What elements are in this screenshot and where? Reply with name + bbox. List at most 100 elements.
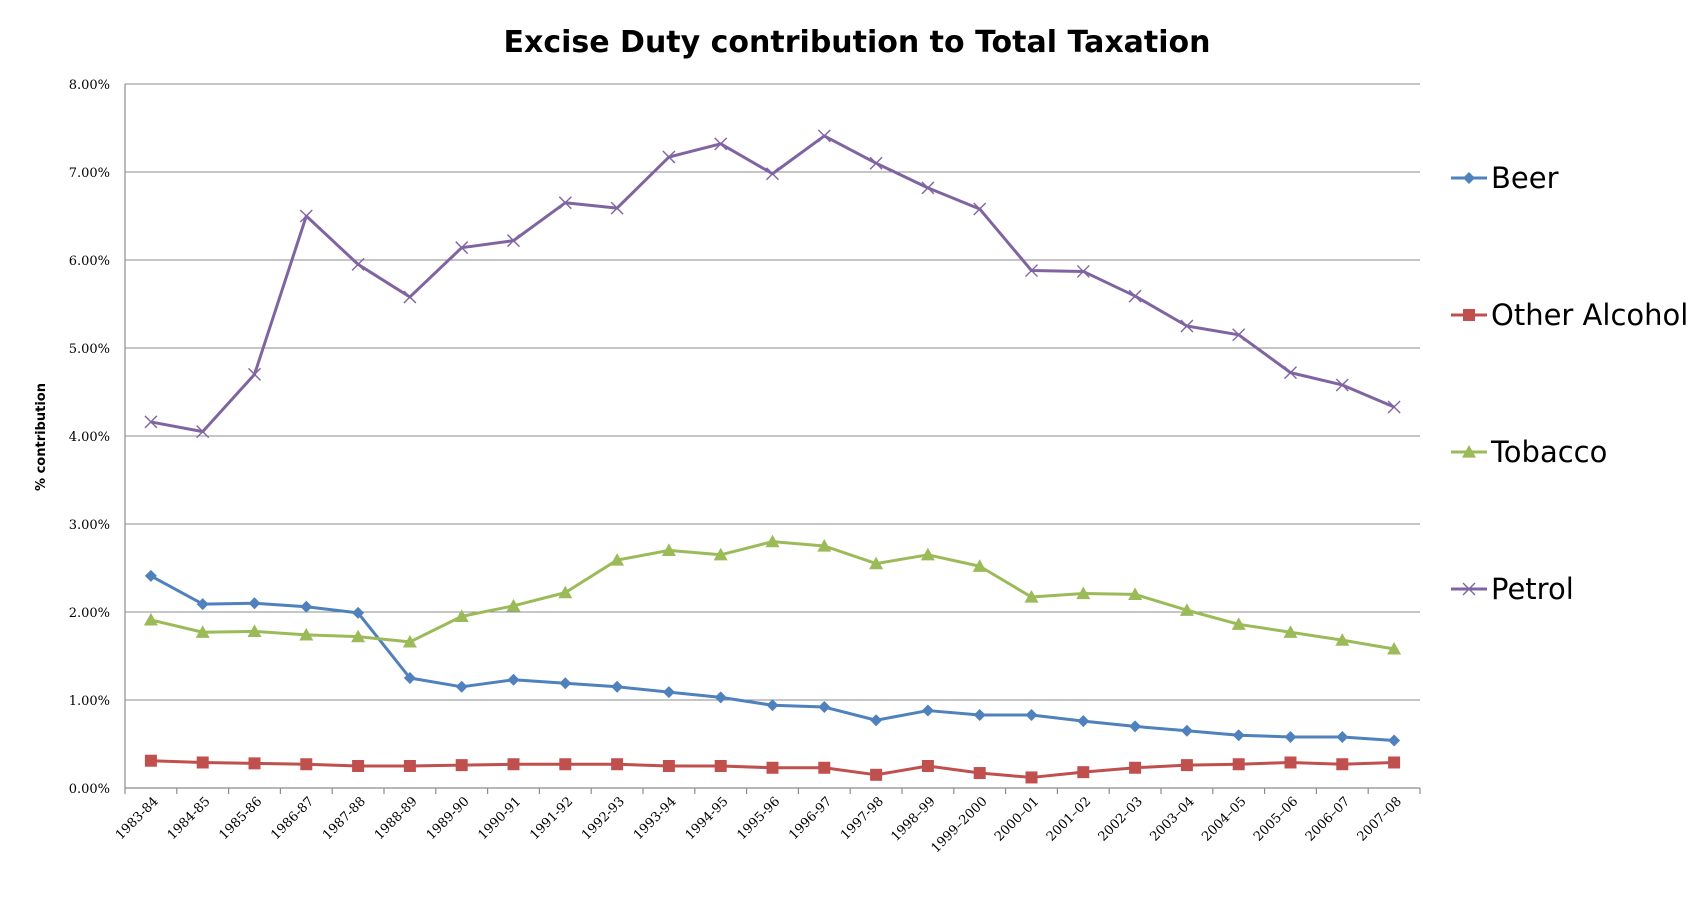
x-tick-label: 2004–05 xyxy=(1199,794,1249,844)
data-point-other-alcohol xyxy=(144,754,157,767)
series-beer xyxy=(144,569,1401,747)
x-tick-label: 1993-94 xyxy=(631,794,680,843)
x-tick-label: 2003–04 xyxy=(1147,794,1197,844)
data-point-petrol xyxy=(1284,366,1297,380)
data-point-beer xyxy=(1025,708,1038,721)
data-point-beer xyxy=(662,686,675,699)
data-point-beer xyxy=(1077,715,1090,728)
x-tick-label: 1989-90 xyxy=(424,794,473,843)
data-point-beer xyxy=(766,699,779,712)
y-tick-labels: 0.00% 1.00% 2.00% 3.00% 4.00% 5.00% 6.00% 7.00%… xyxy=(69,78,110,797)
legend-item-other-alcohol: Other Alcohol xyxy=(1451,298,1688,332)
data-point-beer xyxy=(507,673,520,686)
x-tick-label: 1990-91 xyxy=(476,794,525,843)
data-point-other-alcohol xyxy=(766,761,779,774)
data-point-beer xyxy=(559,677,572,690)
legend-marker xyxy=(1463,309,1475,321)
data-point-beer xyxy=(352,606,365,619)
data-point-tobacco xyxy=(195,625,210,638)
data-point-other-alcohol xyxy=(1336,758,1349,771)
x-tick-label: 1988-89 xyxy=(372,794,421,843)
data-point-beer xyxy=(1180,724,1193,737)
data-point-beer xyxy=(144,569,157,582)
data-point-other-alcohol xyxy=(1025,771,1038,784)
data-point-other-alcohol xyxy=(1077,766,1090,779)
data-point-other-alcohol xyxy=(455,759,468,772)
data-point-petrol xyxy=(1128,289,1142,303)
data-point-tobacco xyxy=(713,547,728,561)
data-point-tobacco xyxy=(143,612,158,626)
series-petrol xyxy=(144,129,1401,439)
data-point-tobacco xyxy=(765,534,780,548)
data-point-petrol xyxy=(403,290,417,304)
data-point-petrol xyxy=(766,167,779,181)
series-line-tobacco xyxy=(150,540,1395,651)
y-tick-label: 4.00% xyxy=(69,430,110,445)
y-tick-label: 7.00% xyxy=(69,166,110,181)
data-point-other-alcohol xyxy=(559,758,572,771)
gridlines xyxy=(124,83,1420,789)
series-line-beer xyxy=(150,574,1395,742)
data-point-other-alcohol xyxy=(352,760,365,772)
data-point-petrol xyxy=(248,367,261,381)
legend-label: Tobacco xyxy=(1490,435,1607,469)
x-tick-label: 1985-86 xyxy=(217,794,266,843)
data-point-petrol xyxy=(196,425,210,439)
x-tick-label: 1999–2000 xyxy=(929,794,991,856)
data-point-other-alcohol xyxy=(1232,758,1245,771)
data-point-beer xyxy=(248,597,261,610)
x-tick-label: 1984-85 xyxy=(165,794,214,843)
data-point-petrol xyxy=(662,150,676,164)
data-point-other-alcohol xyxy=(973,767,986,780)
x-tick-label: 1983-84 xyxy=(113,794,162,843)
data-point-other-alcohol xyxy=(300,758,313,771)
data-point-petrol xyxy=(1387,400,1401,414)
data-point-tobacco xyxy=(661,543,676,556)
y-tick-label: 0.00% xyxy=(69,782,110,797)
legend-item-tobacco: Tobacco xyxy=(1451,435,1607,469)
data-point-petrol xyxy=(1232,328,1246,342)
data-point-other-alcohol xyxy=(870,768,883,781)
data-point-petrol xyxy=(1076,264,1090,278)
x-tick-labels: 1983-84 1984-85 1985-86 1986-87 1987-88 1988-… xyxy=(113,788,1421,856)
x-tick-label: 2001–02 xyxy=(1044,794,1094,844)
y-tick-label: 6.00% xyxy=(69,254,110,269)
data-point-beer xyxy=(1232,729,1245,742)
data-point-beer xyxy=(921,704,934,717)
legend-label: Other Alcohol xyxy=(1491,298,1688,332)
data-point-tobacco xyxy=(1128,587,1143,600)
data-point-tobacco xyxy=(454,609,469,622)
data-point-petrol xyxy=(1025,264,1038,278)
x-tick-label: 1997-98 xyxy=(838,794,887,843)
data-point-tobacco xyxy=(1387,641,1402,655)
data-point-other-alcohol xyxy=(196,756,209,769)
x-tick-label: 2006–07 xyxy=(1303,794,1353,844)
x-tick-label: 1996-97 xyxy=(786,794,835,843)
data-point-beer xyxy=(455,680,468,693)
data-point-petrol xyxy=(714,137,728,151)
legend-marker xyxy=(1462,582,1476,596)
data-point-tobacco xyxy=(920,547,935,561)
y-axis-label: % contribution xyxy=(34,383,49,491)
data-point-beer xyxy=(714,691,727,704)
data-point-other-alcohol xyxy=(1284,756,1297,769)
data-point-beer xyxy=(300,600,313,613)
data-point-tobacco xyxy=(610,553,625,566)
legend: Beer Other Alcohol Tobacco Petrol xyxy=(1451,161,1688,606)
data-point-other-alcohol xyxy=(1129,761,1142,774)
data-point-other-alcohol xyxy=(1388,756,1401,769)
data-point-beer xyxy=(1336,730,1349,743)
x-tick-label: 1995-96 xyxy=(735,794,784,843)
y-tick-label: 5.00% xyxy=(69,342,110,357)
data-point-other-alcohol xyxy=(403,760,416,772)
data-point-tobacco xyxy=(247,624,262,637)
series-lines xyxy=(143,129,1402,784)
data-point-beer xyxy=(1129,720,1142,733)
x-tick-label: 1991-92 xyxy=(527,794,576,843)
data-point-petrol xyxy=(1180,319,1194,333)
data-point-beer xyxy=(196,598,209,611)
data-point-other-alcohol xyxy=(248,757,261,770)
data-point-tobacco xyxy=(351,629,366,643)
x-tick-label: 2007–08 xyxy=(1355,794,1405,844)
